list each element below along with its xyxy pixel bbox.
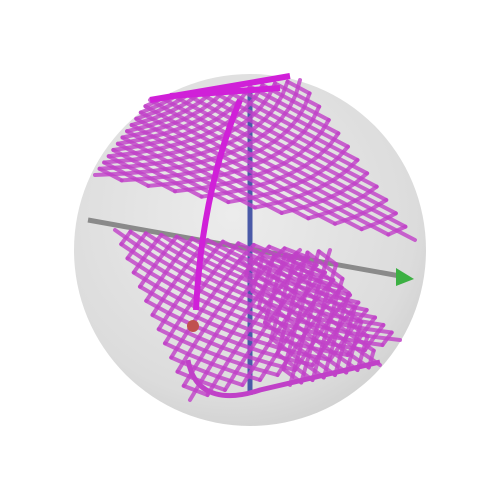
mesh-line bbox=[119, 91, 312, 183]
mesh-line bbox=[271, 254, 364, 324]
axis-arrow bbox=[396, 268, 414, 286]
mesh-line bbox=[173, 94, 398, 216]
mesh-line bbox=[285, 79, 312, 96]
mesh-line bbox=[333, 305, 357, 377]
mesh-line bbox=[333, 198, 389, 226]
loop bbox=[185, 359, 381, 398]
mesh-line bbox=[226, 144, 350, 205]
mesh-line bbox=[210, 89, 370, 176]
mesh-line bbox=[146, 104, 322, 188]
mesh-line bbox=[344, 319, 364, 375]
mesh-line bbox=[205, 238, 352, 297]
mesh-line bbox=[294, 251, 351, 296]
mesh-line bbox=[223, 88, 360, 162]
mesh-line bbox=[198, 91, 379, 189]
mesh-line bbox=[253, 158, 360, 210]
edge bbox=[149, 73, 291, 103]
mesh-line bbox=[128, 229, 394, 335]
mesh-line bbox=[321, 291, 351, 380]
mesh bbox=[93, 78, 417, 402]
mesh-line bbox=[248, 84, 341, 136]
mesh-line bbox=[283, 253, 357, 310]
mesh-line bbox=[380, 330, 394, 347]
mesh-line bbox=[249, 256, 376, 353]
mesh-line bbox=[273, 81, 322, 109]
mesh-line bbox=[199, 131, 341, 199]
marker bbox=[187, 320, 199, 332]
mesh-line bbox=[316, 249, 339, 267]
mesh-line bbox=[235, 86, 350, 149]
mesh-line bbox=[238, 258, 382, 367]
mesh-line bbox=[359, 211, 398, 232]
mesh-line bbox=[279, 171, 370, 215]
mesh-line bbox=[306, 184, 379, 221]
curve bbox=[193, 98, 243, 311]
mesh-line bbox=[305, 250, 345, 281]
mesh-line bbox=[386, 224, 408, 237]
mesh-line bbox=[299, 262, 339, 385]
mesh-line bbox=[160, 96, 408, 229]
